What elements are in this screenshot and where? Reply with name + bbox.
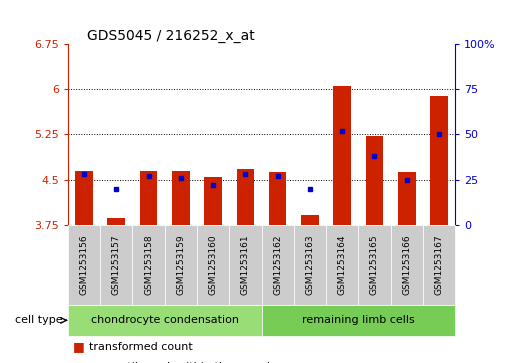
Text: GDS5045 / 216252_x_at: GDS5045 / 216252_x_at <box>87 29 255 42</box>
Bar <box>333 86 351 225</box>
Bar <box>269 172 287 225</box>
Text: cell type: cell type <box>15 315 63 325</box>
Text: GSM1253163: GSM1253163 <box>305 234 314 295</box>
Bar <box>236 169 254 225</box>
Bar <box>108 218 125 225</box>
Bar <box>366 135 383 225</box>
Text: ■: ■ <box>73 340 85 353</box>
Text: GSM1253161: GSM1253161 <box>241 234 250 295</box>
Bar <box>301 215 319 225</box>
Bar <box>398 172 415 225</box>
Text: GSM1253159: GSM1253159 <box>176 234 185 295</box>
Text: GSM1253166: GSM1253166 <box>402 234 411 295</box>
Text: percentile rank within the sample: percentile rank within the sample <box>89 362 277 363</box>
Bar <box>204 177 222 225</box>
Text: GSM1253157: GSM1253157 <box>112 234 121 295</box>
Bar <box>430 96 448 225</box>
Bar <box>75 171 93 225</box>
Text: GSM1253158: GSM1253158 <box>144 234 153 295</box>
Text: ■: ■ <box>73 360 85 363</box>
Text: remaining limb cells: remaining limb cells <box>302 315 415 325</box>
Text: GSM1253156: GSM1253156 <box>79 234 88 295</box>
Text: GSM1253164: GSM1253164 <box>338 235 347 295</box>
Text: GSM1253165: GSM1253165 <box>370 234 379 295</box>
Text: chondrocyte condensation: chondrocyte condensation <box>91 315 238 325</box>
Bar <box>172 171 190 225</box>
Text: GSM1253160: GSM1253160 <box>209 234 218 295</box>
Text: GSM1253167: GSM1253167 <box>435 234 444 295</box>
Bar <box>140 171 157 225</box>
Text: GSM1253162: GSM1253162 <box>273 235 282 295</box>
Text: transformed count: transformed count <box>89 342 192 352</box>
